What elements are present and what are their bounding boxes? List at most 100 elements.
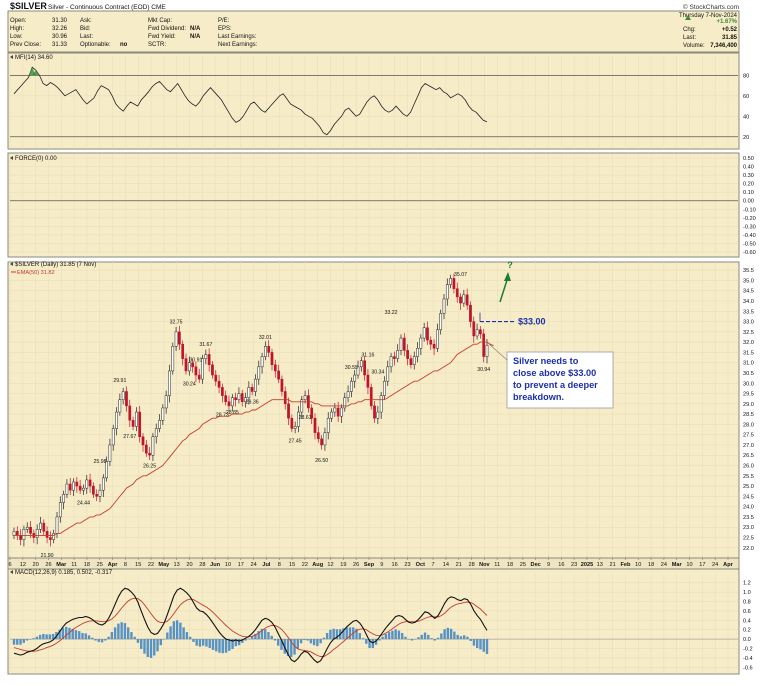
macd-histogram-bar (391, 630, 394, 640)
macd-histogram-bar (436, 637, 440, 640)
macd-histogram-bar (309, 639, 313, 644)
price-candle (326, 417, 330, 433)
macd-histogram-bar (231, 639, 234, 649)
x-tick-label: 23 (571, 562, 577, 568)
macd-histogram-bar (64, 626, 68, 640)
y-tick-label: 34.0 (743, 299, 754, 305)
y-tick-label: 33.5 (743, 309, 754, 315)
x-tick-label: 20 (33, 562, 39, 568)
macd-histogram-bar (296, 639, 299, 649)
price-candle (187, 362, 191, 372)
macd-histogram-bar (156, 639, 159, 652)
y-tick-label: -0.60 (743, 250, 756, 256)
price-candle (260, 356, 264, 368)
price-point-label: 28.85 (226, 410, 239, 416)
x-tick-label: 7 (432, 562, 435, 568)
ema-label: EMA(50) 31.82 (17, 270, 55, 276)
price-candle (154, 428, 158, 437)
price-candle (283, 391, 287, 405)
price-candle (151, 436, 155, 456)
quote-value: 31.30 (52, 18, 68, 24)
x-tick-label: 23 (404, 562, 410, 568)
quote-label: Mkt Cap: (148, 18, 172, 24)
price-candle (168, 370, 171, 396)
macd-histogram-bar (257, 631, 260, 640)
y-tick-label: -0.40 (743, 233, 756, 239)
up-triangle-icon (685, 15, 691, 20)
panel-marker-icon (10, 262, 13, 266)
macd-histogram-bar (384, 633, 388, 640)
price-candle (369, 387, 373, 407)
price-candle (432, 343, 436, 349)
price-candle (303, 395, 307, 400)
x-tick-label: 13 (597, 562, 603, 568)
macd-histogram-bar (427, 634, 430, 640)
price-candle (128, 405, 132, 421)
chart-title: $SILVER (10, 1, 47, 11)
price-candle (422, 327, 426, 339)
price-candle (244, 397, 247, 403)
price-candle (72, 481, 75, 491)
copyright: © StockCharts.com (683, 3, 739, 11)
macd-histogram-bar (153, 639, 156, 656)
macd-histogram-bar (51, 633, 55, 640)
quote-label: Open: (10, 18, 27, 24)
y-tick-label: 29.0 (743, 402, 754, 408)
price-point-label: 32.01 (259, 335, 272, 341)
y-tick-label: -0.10 (743, 207, 756, 213)
price-candle (472, 321, 476, 337)
macd-histogram-bar (293, 639, 296, 655)
x-tick-label: 12 (20, 562, 26, 568)
quote-label: Prev Close: (10, 42, 41, 48)
macd-histogram-bar (374, 639, 378, 645)
price-candle (442, 298, 446, 314)
y-tick-label: 80 (743, 73, 749, 79)
macd-histogram-bar (107, 636, 110, 640)
price-candle (462, 294, 466, 304)
macd-histogram-bar (159, 639, 162, 646)
price-candle (25, 526, 29, 530)
macd-histogram-bar (94, 639, 97, 641)
price-point-label: 30.24 (183, 381, 196, 387)
x-tick-label: 18 (84, 562, 90, 568)
macd-histogram-bar (117, 623, 120, 640)
y-tick-label: 1.0 (743, 590, 751, 596)
macd-histogram-bar (430, 638, 433, 640)
quote-label: High: (10, 26, 24, 32)
macd-histogram-bar (29, 639, 32, 640)
price-candle (247, 387, 251, 398)
y-tick-label: 0.50 (743, 156, 754, 162)
macd-histogram-bar (267, 632, 270, 640)
price-candle (240, 393, 244, 403)
price-candle (35, 529, 39, 538)
price-candle (419, 337, 423, 349)
macd-histogram-bar (78, 631, 81, 640)
x-tick-label: 17 (238, 562, 244, 568)
change-value: +0.52 (722, 27, 738, 33)
y-tick-label: -0.30 (743, 224, 756, 230)
price-candle (68, 483, 72, 491)
macd-histogram-bar (175, 620, 179, 640)
price-candle (475, 329, 479, 337)
price-point-label: 26.50 (315, 458, 328, 464)
price-candle (237, 393, 241, 400)
price-candle (75, 481, 79, 487)
x-tick-label: 19 (340, 562, 346, 568)
x-tick-label: 10 (225, 562, 231, 568)
macd-histogram-bar (25, 639, 29, 641)
macd-histogram-bar (316, 639, 319, 647)
x-tick-label: 15 (135, 562, 141, 568)
y-tick-label: 0.10 (743, 190, 754, 196)
macd-histogram-bar (45, 634, 48, 640)
change-label: Chg: (683, 27, 696, 33)
price-candle (293, 426, 297, 429)
macd-histogram-bar (358, 632, 361, 640)
macd-histogram-bar (172, 621, 176, 640)
price-candle (141, 436, 145, 446)
price-candle (264, 346, 267, 357)
macd-histogram-bar (218, 639, 221, 653)
quote-label: Fwd Dividend: (148, 26, 186, 32)
macd-histogram-bar (270, 635, 273, 640)
price-candle (111, 428, 115, 446)
price-candle (15, 531, 19, 536)
